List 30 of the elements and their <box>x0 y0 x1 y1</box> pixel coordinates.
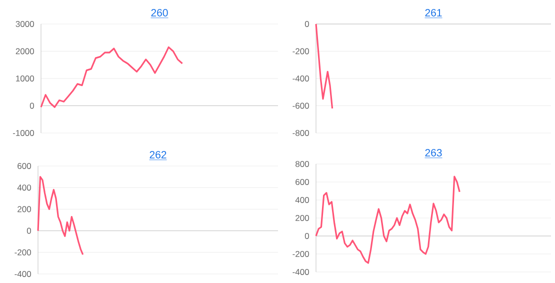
y-tick-label: -200 <box>292 250 309 257</box>
y-tick-label: 3000 <box>16 20 34 27</box>
y-tick-label: -400 <box>14 270 32 277</box>
chart-title: 262 <box>150 151 166 158</box>
line-series <box>40 46 184 108</box>
y-tick-label: -200 <box>292 48 309 54</box>
y-tick-label: 600 <box>296 178 309 185</box>
line-series <box>37 176 84 256</box>
line-series <box>315 23 334 110</box>
y-tick-label: -600 <box>292 102 309 109</box>
y-tick-label: 2000 <box>16 48 34 54</box>
y-tick-label: 800 <box>296 160 309 167</box>
chart-title: 260 <box>151 9 168 16</box>
y-tick-label: 0 <box>26 228 32 234</box>
y-tick-label: 0 <box>30 102 34 109</box>
y-tick-label: -1000 <box>12 130 34 136</box>
y-tick-label: 1000 <box>16 75 34 82</box>
chart-title: 263 <box>425 149 442 156</box>
y-tick-label: 400 <box>295 196 309 203</box>
y-tick-label: -800 <box>292 130 309 136</box>
y-tick-label: 200 <box>18 206 32 212</box>
chart-title: 261 <box>425 9 442 16</box>
y-tick-label: -200 <box>14 249 32 256</box>
y-tick-label: 400 <box>17 184 32 191</box>
y-tick-label: 200 <box>296 214 309 221</box>
y-tick-label: 0 <box>304 232 309 239</box>
y-tick-label: -400 <box>292 75 309 82</box>
y-tick-label: 600 <box>18 162 32 169</box>
y-tick-label: -400 <box>292 268 309 275</box>
y-tick-label: 0 <box>304 20 309 27</box>
